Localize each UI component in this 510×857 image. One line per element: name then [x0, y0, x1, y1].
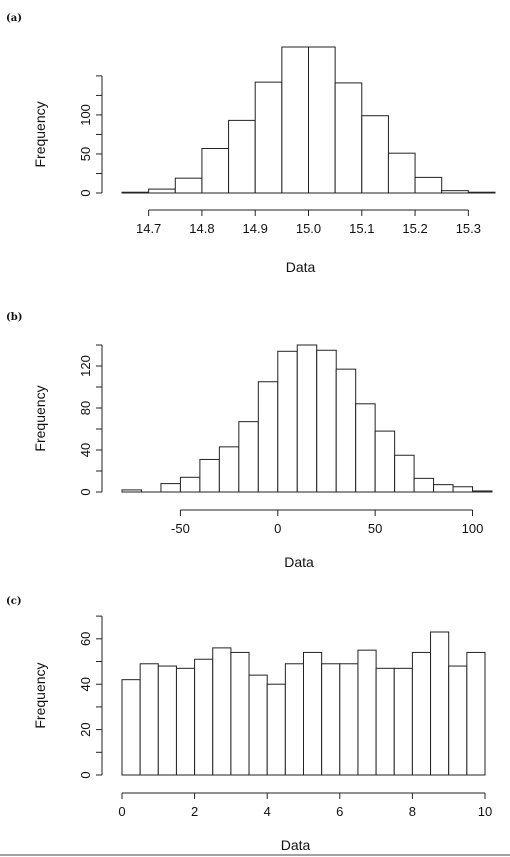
x-tick-label: 50: [368, 521, 382, 536]
x-tick-label: -50: [171, 521, 190, 536]
y-tick-label: 0: [78, 771, 93, 778]
histogram-bar: [394, 454, 415, 493]
x-tick-label: 4: [264, 804, 271, 819]
y-tick-label: 0: [78, 189, 93, 196]
histogram-bar: [334, 82, 363, 194]
x-tick-label: 6: [336, 804, 343, 819]
histogram-bar: [355, 403, 376, 493]
histogram-bar: [254, 81, 283, 194]
histogram-bar: [175, 667, 196, 776]
histogram-bar: [321, 663, 341, 776]
histogram-bar: [316, 349, 337, 493]
histogram-bar: [335, 368, 357, 493]
x-tick-label: 8: [409, 804, 416, 819]
x-tick-label: 100: [462, 521, 484, 536]
x-tick-label: 14.8: [189, 221, 214, 236]
histogram-panel-2: (b) -50 0 50 100 0 40 80 120 Data Frequency: [6, 312, 493, 570]
histogram-bar: [121, 679, 141, 776]
x-axis-title: Data: [286, 259, 316, 275]
y-tick-label: 0: [78, 488, 93, 495]
histogram-bar: [160, 483, 181, 493]
histogram-bar: [212, 647, 232, 776]
histogram-bar: [303, 651, 323, 776]
x-tick-label: 15.1: [349, 221, 374, 236]
histogram-bar: [466, 651, 486, 776]
histogram-bar: [433, 484, 454, 493]
x-tick-label: 0: [274, 521, 281, 536]
y-tick-label: 20: [78, 722, 93, 736]
histogram-bar: [375, 667, 395, 776]
y-tick-label: 80: [78, 401, 93, 415]
y-tick-label: 100: [78, 104, 93, 126]
y-tick-label: 60: [78, 632, 93, 646]
histogram-bar: [266, 683, 286, 776]
y-axis-title: Frequency: [32, 662, 48, 728]
y-tick-label: 40: [78, 677, 93, 691]
histogram-bar: [148, 188, 176, 194]
x-tick-label: 2: [191, 804, 198, 819]
histogram-bar: [121, 489, 142, 493]
histogram-bar: [179, 476, 201, 493]
y-axis-title: Frequency: [32, 385, 48, 451]
histogram-bar: [218, 446, 240, 493]
histogram-bar: [430, 631, 450, 776]
histogram-bar: [308, 46, 336, 194]
histogram-bar: [414, 176, 443, 194]
histogram-panel-1: (a) 14.7 14.8 14.9 15.0 15.1 15.2 15.3 0 50 100 Dat…: [6, 13, 496, 275]
x-axis-title: Data: [281, 837, 311, 853]
histogram-bar: [230, 651, 250, 776]
panel-label: (c): [6, 596, 22, 607]
histogram-bar: [257, 381, 279, 493]
y-tick-label: 50: [78, 147, 93, 161]
histogram-bar: [448, 665, 468, 776]
x-axis-title: Data: [284, 554, 314, 570]
x-tick-label: 14.9: [243, 221, 268, 236]
x-tick-label: 15.2: [402, 221, 427, 236]
y-tick-label: 40: [78, 443, 93, 457]
histogram-bar: [194, 658, 214, 776]
histogram-bar: [393, 667, 413, 776]
histogram-bar: [452, 486, 474, 493]
histogram-bar: [157, 665, 177, 776]
histogram-bar: [284, 663, 305, 776]
histogram-bar: [139, 663, 159, 776]
histogram-bar: [201, 148, 230, 194]
histogram-bar: [357, 649, 377, 776]
histogram-bar: [339, 663, 359, 776]
x-tick-label: 15.0: [296, 221, 321, 236]
y-tick-label: 120: [78, 355, 93, 377]
histogram-bar: [413, 477, 435, 493]
x-tick-label: 0: [118, 804, 125, 819]
histogram-bar: [277, 350, 298, 493]
histogram-bar: [374, 430, 396, 493]
x-tick-label: 15.3: [456, 221, 481, 236]
histogram-panel-3: (c) 0 2 4 6 8 10 0 20 40 60 Data Frequency: [6, 596, 492, 853]
panel-label: (a): [6, 13, 22, 24]
histogram-bar: [411, 651, 432, 776]
histogram-bar: [387, 152, 416, 194]
histogram-bar: [281, 46, 309, 194]
histogram-bar: [248, 674, 268, 776]
y-axis-title: Frequency: [32, 101, 48, 167]
histogram-bar: [238, 421, 259, 493]
histogram-bar: [361, 115, 389, 194]
histogram-bar: [296, 344, 318, 493]
panel-label: (b): [6, 312, 22, 323]
histogram-bar: [472, 490, 493, 493]
x-tick-label: 10: [478, 804, 492, 819]
histogram-bar: [174, 177, 203, 194]
x-tick-label: 14.7: [136, 221, 161, 236]
histogram-bar: [441, 190, 469, 194]
histogram-bar: [199, 458, 220, 493]
histogram-bar: [228, 119, 256, 194]
